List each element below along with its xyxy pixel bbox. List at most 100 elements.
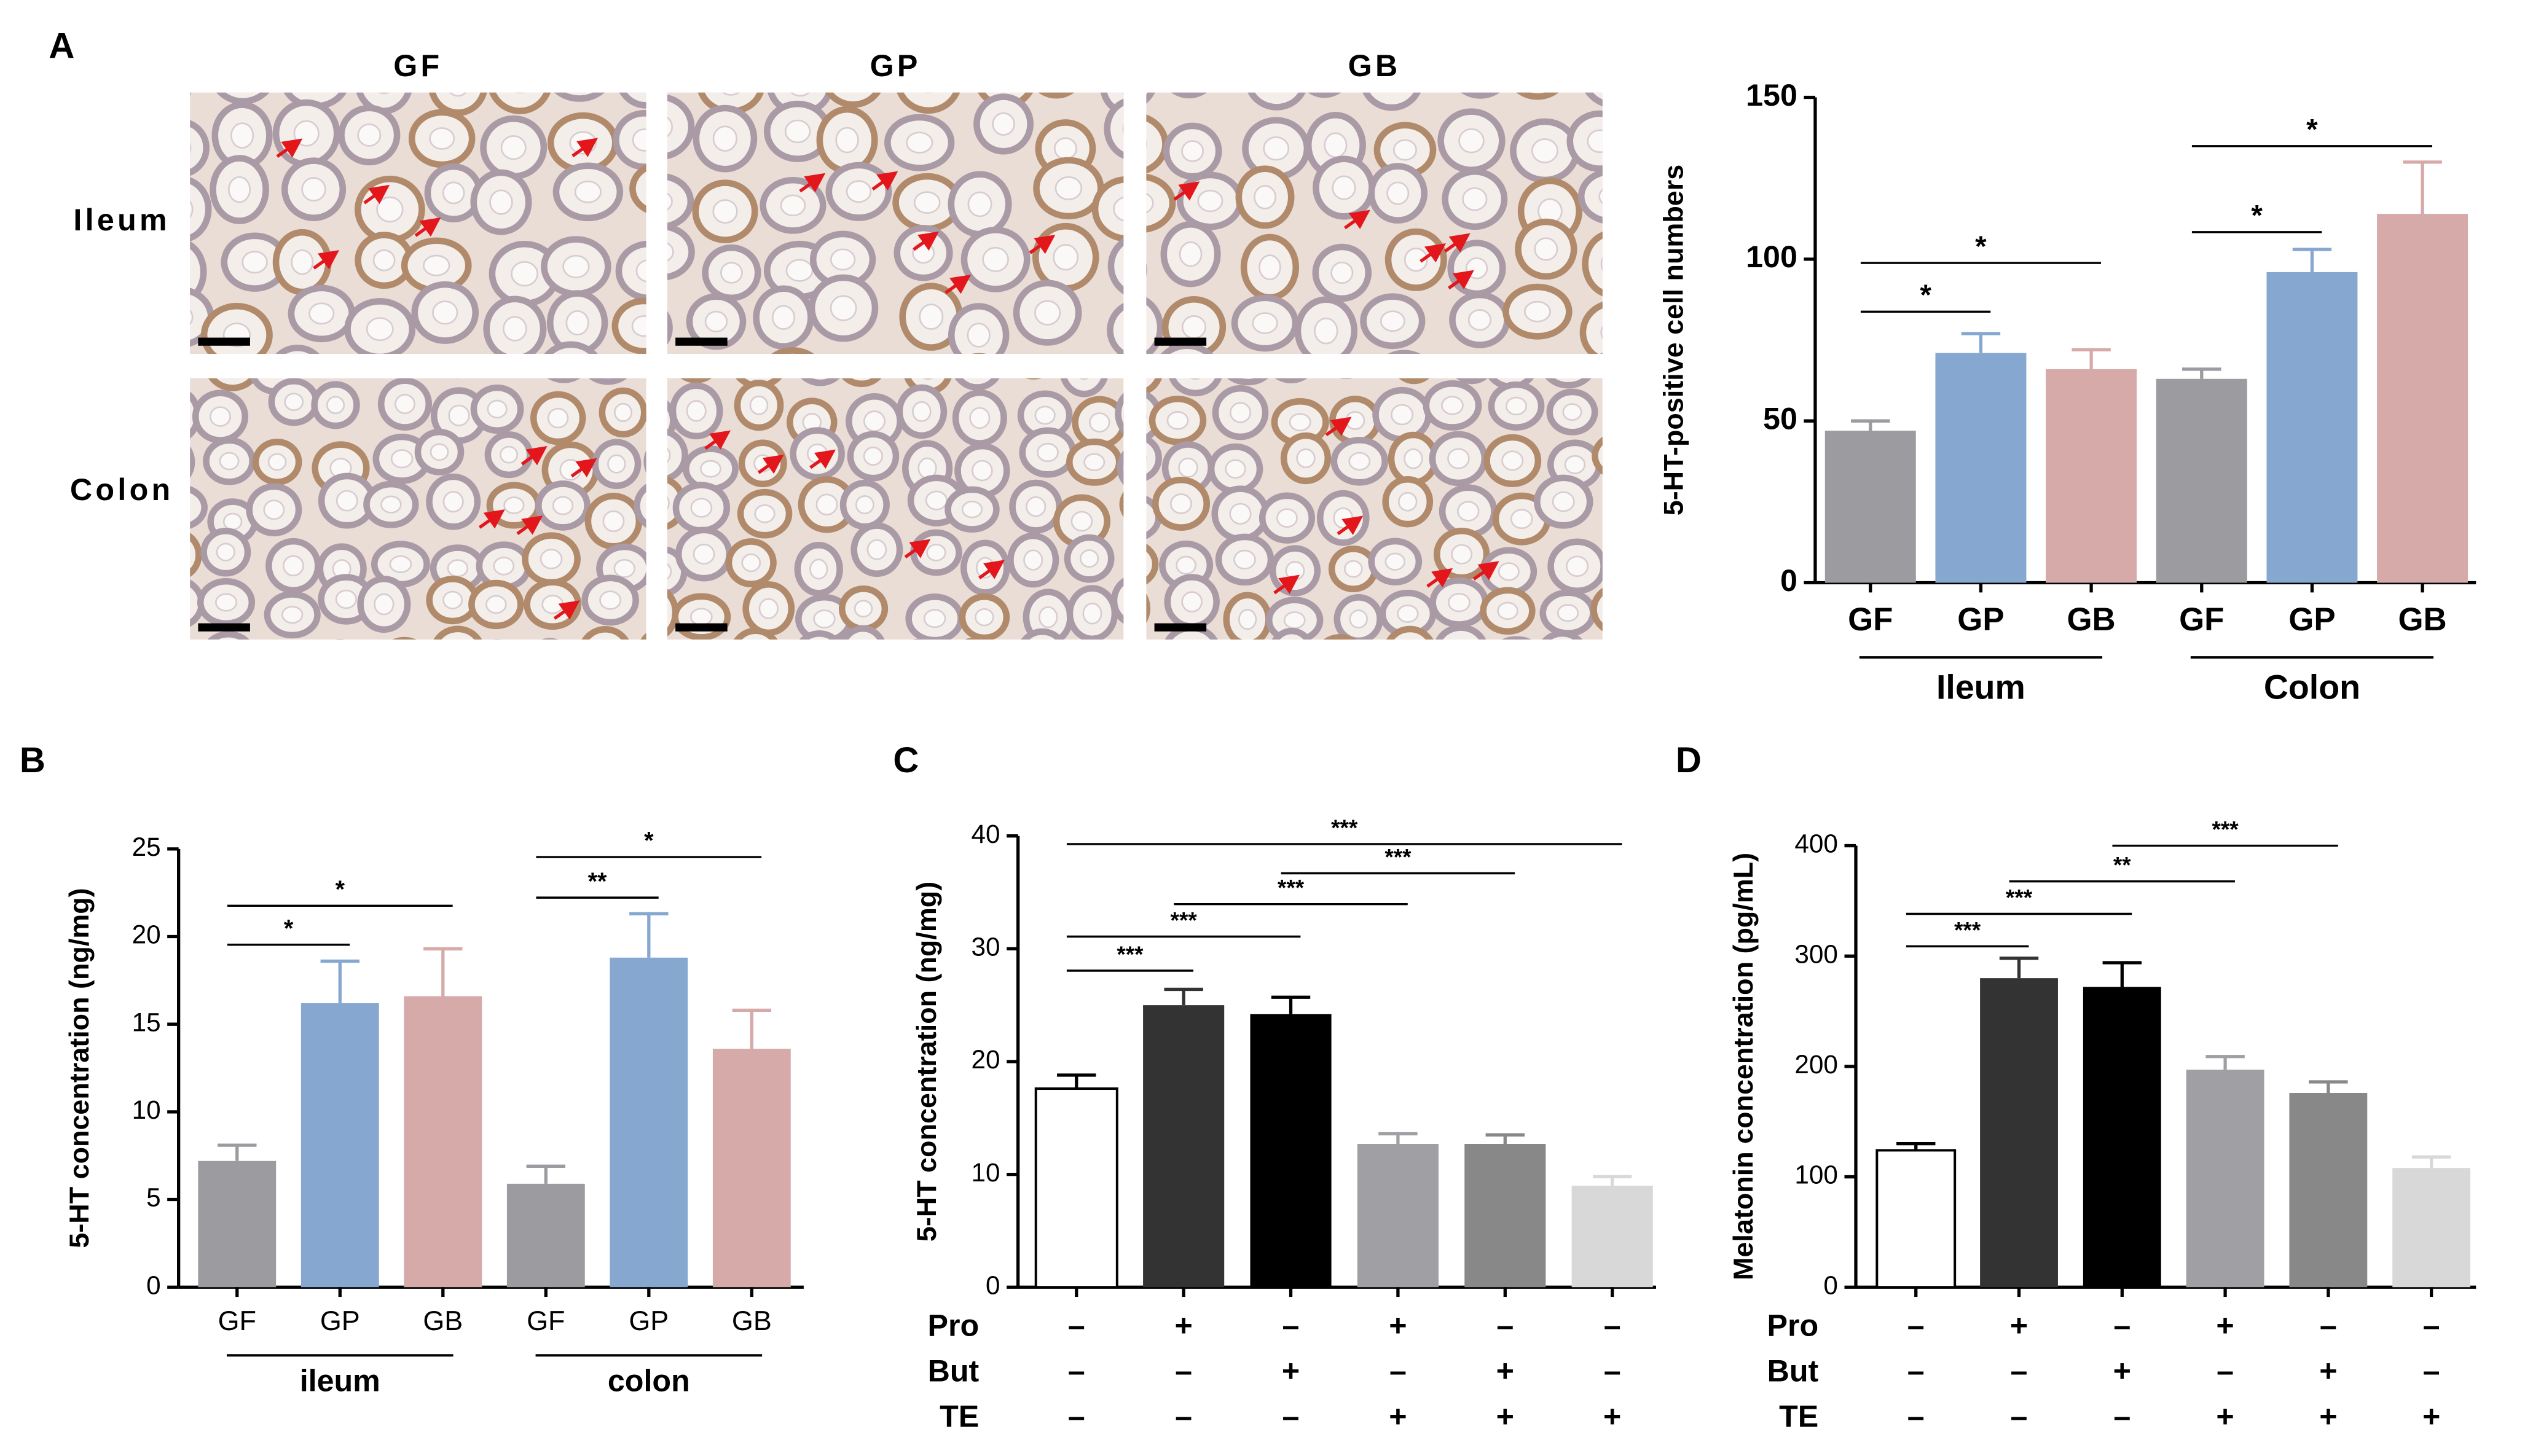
lumen <box>607 454 626 474</box>
condition-mark: – <box>1282 1399 1300 1433</box>
lumen <box>1190 378 1201 380</box>
crypt <box>275 344 320 354</box>
lumen <box>1324 132 1348 159</box>
crypt <box>667 311 673 345</box>
micrograph <box>609 37 1124 354</box>
crypt <box>1110 577 1124 624</box>
lumen <box>863 446 884 466</box>
bar <box>1357 1144 1439 1288</box>
arrow <box>945 275 972 294</box>
x-tick-label: GP <box>2288 601 2335 638</box>
y-tick-label: 20 <box>972 1045 1000 1074</box>
crypt <box>697 92 764 115</box>
crypt <box>544 341 598 354</box>
crypt <box>190 92 191 96</box>
significance-label: *** <box>2212 817 2239 842</box>
panel-letter: A <box>49 26 74 66</box>
lumen <box>667 192 673 211</box>
lumen <box>1070 511 1093 532</box>
crypt <box>433 625 482 640</box>
bar <box>1875 1149 1957 1289</box>
crypt <box>841 378 882 388</box>
condition-name: TE <box>940 1399 979 1433</box>
lumen <box>785 259 814 282</box>
lumen <box>489 189 513 215</box>
lumen <box>390 449 414 469</box>
group-label: colon <box>608 1363 690 1398</box>
crypt <box>1227 378 1268 386</box>
bar <box>712 1049 791 1288</box>
lumen <box>1146 455 1147 461</box>
lumen <box>994 62 1017 87</box>
crypt <box>588 378 627 385</box>
lumen <box>1118 658 1139 676</box>
crypt <box>897 92 960 114</box>
x-tick-label: GF <box>1848 601 1893 638</box>
lumen <box>559 459 582 481</box>
lumen <box>565 310 589 336</box>
lumen <box>190 309 194 326</box>
lumen <box>1566 555 1589 577</box>
lumen <box>281 606 304 624</box>
lumen <box>167 260 188 284</box>
lumen <box>1128 591 1147 610</box>
arrow <box>516 515 543 535</box>
lumen <box>372 249 396 272</box>
micrograph <box>1146 92 1603 354</box>
y-tick-label: 150 <box>1746 78 1797 112</box>
significance-label: *** <box>1954 917 1981 942</box>
crypt <box>640 633 646 640</box>
condition-mark: – <box>1175 1354 1192 1388</box>
lumen <box>1600 256 1603 272</box>
lumen <box>165 593 186 613</box>
bar <box>506 1183 585 1288</box>
crypt <box>609 37 667 88</box>
scale-bar <box>675 623 728 632</box>
significance-label: * <box>2306 114 2318 146</box>
lumen <box>1037 442 1059 463</box>
lumen <box>1181 315 1207 339</box>
y-tick-label: 100 <box>1794 1160 1838 1189</box>
crypt <box>667 223 695 281</box>
arrow <box>1426 568 1453 588</box>
lumen <box>153 355 174 371</box>
bar <box>1250 1014 1332 1288</box>
lumen <box>447 559 469 577</box>
bar <box>1571 1185 1653 1288</box>
lumen <box>449 92 467 97</box>
lumen <box>541 655 559 673</box>
lumen <box>1349 609 1368 629</box>
lumen <box>690 659 709 675</box>
lumen <box>167 546 185 564</box>
condition-mark: – <box>1175 1399 1192 1433</box>
significance-label: *** <box>1331 815 1358 840</box>
lumen <box>855 495 874 515</box>
lumen <box>222 512 243 531</box>
lumen <box>357 123 382 147</box>
lumen <box>335 589 357 609</box>
lumen <box>1564 455 1586 474</box>
lumen <box>1146 140 1147 149</box>
crypt <box>1461 92 1500 99</box>
lumen <box>968 354 986 374</box>
lumen <box>634 62 656 87</box>
lumen <box>1283 646 1300 665</box>
significance-label: *** <box>1278 875 1305 901</box>
lumen <box>190 200 194 219</box>
lumen <box>374 593 395 616</box>
lumen <box>1146 193 1154 214</box>
crypt <box>825 92 881 108</box>
lumen <box>1462 187 1488 211</box>
condition-mark: – <box>1907 1399 1925 1433</box>
crypt <box>190 486 208 529</box>
lumen <box>1083 453 1106 471</box>
x-tick-label: GF <box>2179 601 2224 638</box>
lumen <box>602 510 625 533</box>
lumen <box>780 194 806 217</box>
arrow <box>553 600 580 620</box>
arrow <box>570 458 597 478</box>
lumen <box>1023 549 1043 571</box>
lumen <box>1053 137 1077 160</box>
crypt <box>913 638 927 640</box>
crypt <box>1542 630 1583 640</box>
